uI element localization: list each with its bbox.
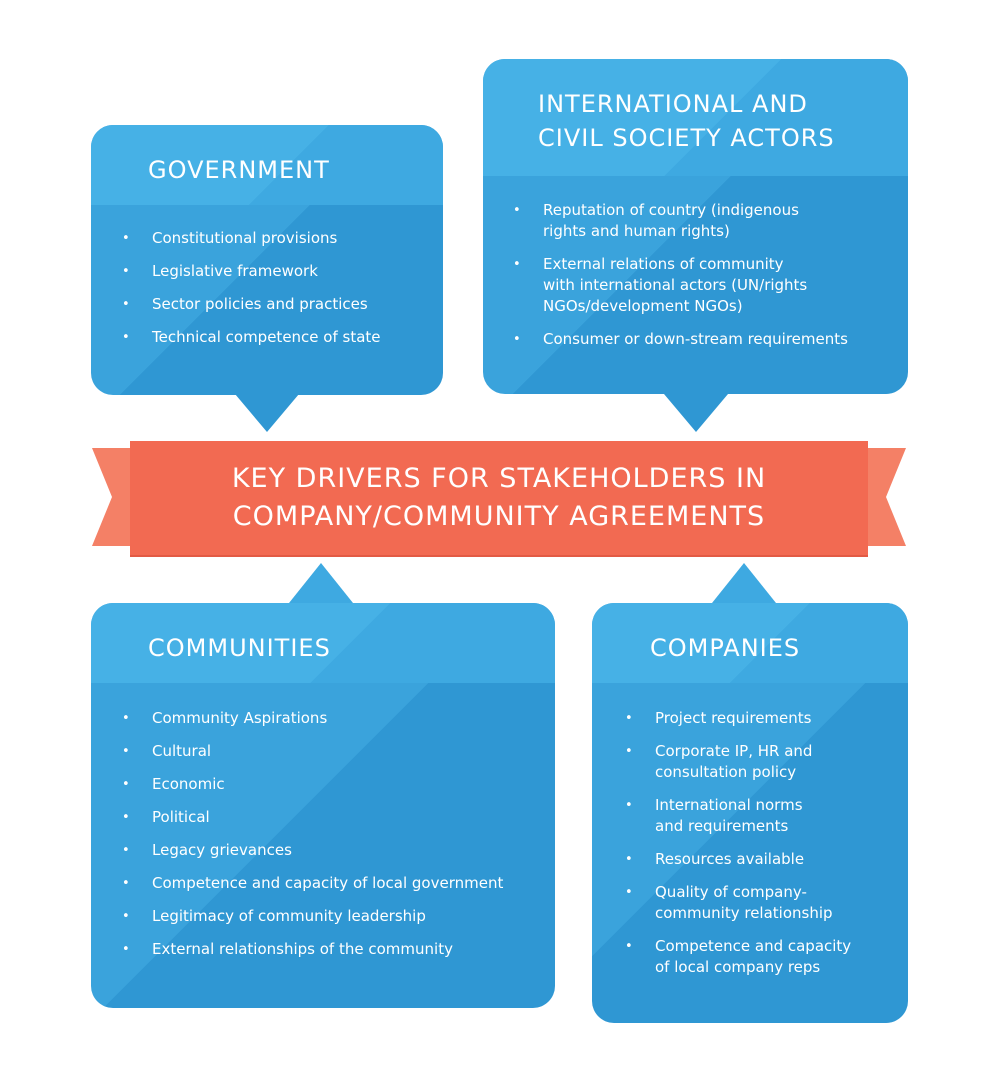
- bullet-icon: •: [122, 876, 130, 891]
- government-list-item-text: Legislative framework: [152, 262, 318, 280]
- communities-list-item: • Legitimacy of community leadership: [122, 906, 555, 927]
- bullet-icon: •: [122, 942, 130, 957]
- communities-list-item: • Political: [122, 807, 555, 828]
- companies-list-item: • Corporate IP, HR and consultation polic…: [625, 741, 908, 783]
- bullet-icon: •: [122, 711, 130, 726]
- government-list-item-text: Sector policies and practices: [152, 295, 368, 313]
- communities-title: COMMUNITIES: [91, 603, 555, 683]
- companies-list-item-text: Corporate IP, HR and consultation policy: [655, 742, 813, 781]
- communities-list-item-text: Legitimacy of community leadership: [152, 907, 426, 925]
- companies-list-item-text: Quality of company- community relationsh…: [655, 883, 833, 922]
- bullet-icon: •: [625, 852, 633, 867]
- bullet-icon: •: [122, 231, 130, 246]
- communities-box: COMMUNITIES • Community Aspirations • Cultu…: [91, 603, 555, 1008]
- communities-list-item: • Economic: [122, 774, 555, 795]
- bullet-icon: •: [625, 939, 633, 954]
- government-list-item-text: Constitutional provisions: [152, 229, 338, 247]
- bullet-icon: •: [625, 885, 633, 900]
- international-list-item: • External relations of community with in…: [513, 254, 908, 317]
- international-list-item: • Reputation of country (indigenous right…: [513, 200, 908, 242]
- communities-list-item-text: Legacy grievances: [152, 841, 292, 859]
- international-title: INTERNATIONAL AND CIVIL SOCIETY ACTORS: [483, 59, 908, 176]
- international-list-item-text: Consumer or down-stream requirements: [543, 330, 848, 348]
- bullet-icon: •: [122, 297, 130, 312]
- government-list-item-text: Technical competence of state: [152, 328, 381, 346]
- communities-list-item-text: Competence and capacity of local governm…: [152, 874, 504, 892]
- communities-list: • Community Aspirations • Cultural • Economic…: [91, 683, 555, 960]
- companies-list-item: • Competence and capacity of local compan…: [625, 936, 908, 978]
- companies-list: • Project requirements • Corporate IP, HR a…: [592, 683, 908, 978]
- international-list-item-text: Reputation of country (indigenous rights…: [543, 201, 799, 240]
- government-title: GOVERNMENT: [91, 125, 443, 205]
- communities-list-item: • Legacy grievances: [122, 840, 555, 861]
- bullet-icon: •: [513, 257, 521, 272]
- government-list-item: • Constitutional provisions: [122, 228, 443, 249]
- bullet-icon: •: [122, 777, 130, 792]
- key-drivers-banner: KEY DRIVERS FOR STAKEHOLDERS IN COMPANY/…: [130, 441, 868, 555]
- communities-list-item-text: Political: [152, 808, 210, 826]
- companies-pointer: [712, 563, 776, 603]
- companies-list-item: • International norms and requirements: [625, 795, 908, 837]
- government-box: GOVERNMENT • Constitutional provisions • Le…: [91, 125, 443, 395]
- communities-list-item-text: Cultural: [152, 742, 212, 760]
- communities-pointer: [289, 563, 353, 603]
- communities-list-item: • Cultural: [122, 741, 555, 762]
- communities-list-item-text: Economic: [152, 775, 225, 793]
- bullet-icon: •: [122, 264, 130, 279]
- bullet-icon: •: [122, 810, 130, 825]
- bullet-icon: •: [513, 203, 521, 218]
- bullet-icon: •: [122, 330, 130, 345]
- companies-list-item-text: Project requirements: [655, 709, 812, 727]
- international-box: INTERNATIONAL AND CIVIL SOCIETY ACTORS •…: [483, 59, 908, 394]
- government-list-item: • Legislative framework: [122, 261, 443, 282]
- bullet-icon: •: [122, 843, 130, 858]
- companies-list-item: • Project requirements: [625, 708, 908, 729]
- international-list-item-text: External relations of community with int…: [543, 255, 808, 315]
- companies-list-item-text: International norms and requirements: [655, 796, 803, 835]
- international-list: • Reputation of country (indigenous right…: [483, 176, 908, 350]
- government-list-item: • Technical competence of state: [122, 327, 443, 348]
- government-pointer: [235, 394, 299, 432]
- government-list: • Constitutional provisions • Legislative f…: [91, 205, 443, 348]
- communities-list-item-text: External relationships of the community: [152, 940, 453, 958]
- companies-box: COMPANIES • Project requirements • Corporat…: [592, 603, 908, 1023]
- international-list-item: • Consumer or down-stream requirements: [513, 329, 908, 350]
- companies-title: COMPANIES: [592, 603, 908, 683]
- government-list-item: • Sector policies and practices: [122, 294, 443, 315]
- bullet-icon: •: [625, 798, 633, 813]
- bullet-icon: •: [625, 744, 633, 759]
- ribbon-left-end: [92, 448, 132, 546]
- companies-list-item: • Resources available: [625, 849, 908, 870]
- companies-list-item-text: Competence and capacity of local company…: [655, 937, 852, 976]
- communities-list-item-text: Community Aspirations: [152, 709, 328, 727]
- communities-list-item: • External relationships of the community: [122, 939, 555, 960]
- communities-list-item: • Community Aspirations: [122, 708, 555, 729]
- bullet-icon: •: [513, 332, 521, 347]
- companies-list-item: • Quality of company- community relations…: [625, 882, 908, 924]
- companies-list-item-text: Resources available: [655, 850, 805, 868]
- international-pointer: [664, 394, 728, 432]
- bullet-icon: •: [122, 909, 130, 924]
- communities-list-item: • Competence and capacity of local govern…: [122, 873, 555, 894]
- bullet-icon: •: [122, 744, 130, 759]
- ribbon-right-end: [866, 448, 906, 546]
- bullet-icon: •: [625, 711, 633, 726]
